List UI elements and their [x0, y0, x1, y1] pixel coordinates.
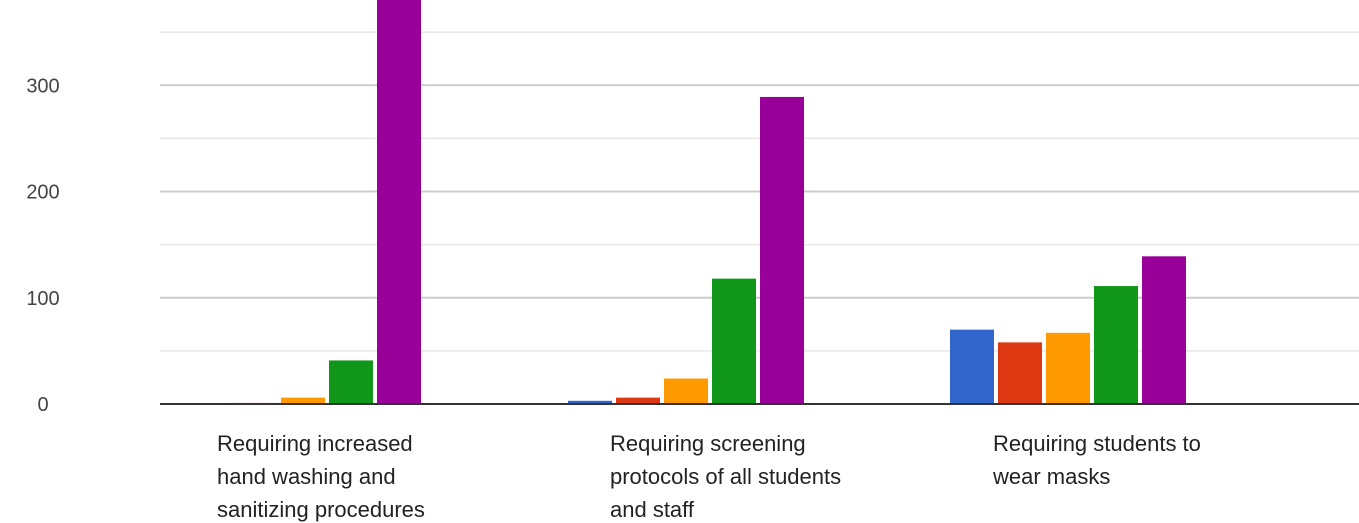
category-label: Requiring increased hand washing and sanit… — [217, 431, 425, 522]
y-tick-label: 0 — [37, 394, 48, 416]
bar — [1046, 332, 1090, 404]
bars — [233, 0, 1186, 404]
category-label: Requiring students to wear masks — [992, 431, 1201, 489]
bar — [664, 378, 708, 404]
bar — [998, 342, 1042, 404]
bar — [377, 0, 421, 404]
bar — [616, 397, 660, 404]
bar — [568, 400, 612, 404]
category-label: Requiring screening protocols of all stud… — [610, 431, 841, 522]
bar — [950, 329, 994, 404]
bar — [760, 96, 804, 404]
bar — [281, 397, 325, 404]
bar — [329, 360, 373, 404]
bar — [712, 278, 756, 404]
y-axis-tick-labels: 0100200300400 — [26, 75, 59, 416]
y-tick-label: 200 — [26, 182, 59, 204]
y-tick-label: 300 — [26, 75, 59, 97]
gridlines — [160, 31, 1359, 352]
category-labels: Requiring increased hand washing and sanit… — [217, 431, 1201, 522]
bar — [1142, 256, 1186, 404]
y-tick-label: 100 — [26, 288, 59, 310]
bar — [1094, 286, 1138, 404]
